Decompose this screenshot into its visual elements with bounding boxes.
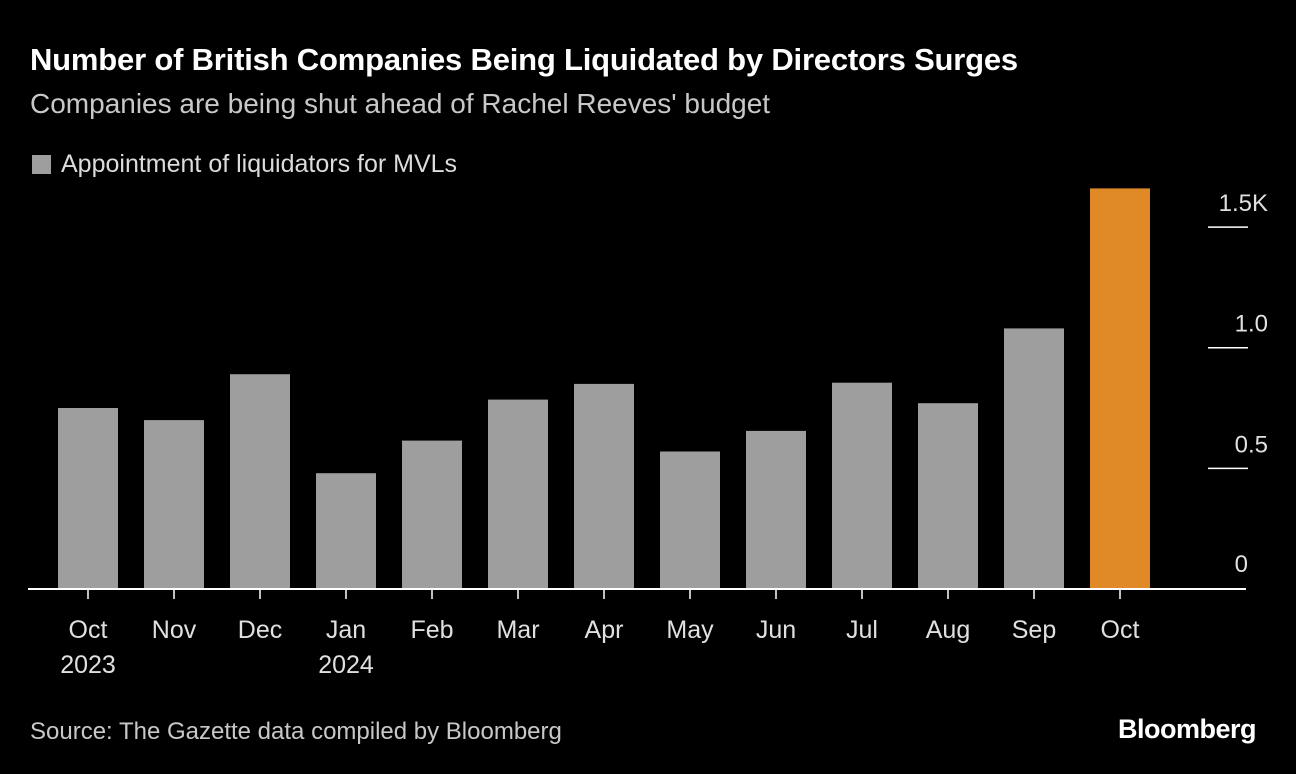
bar-2 xyxy=(144,420,204,589)
source-note: Source: The Gazette data compiled by Blo… xyxy=(30,718,562,745)
bloomberg-logo: Bloomberg xyxy=(1117,714,1257,744)
x-tick-label: Mar xyxy=(496,616,539,644)
bar-4 xyxy=(316,473,376,589)
y-tick-label: 1.5K xyxy=(1219,190,1268,217)
x-tick-label: Jul xyxy=(846,616,878,644)
bar-9 xyxy=(746,430,806,589)
x-tick-label: May xyxy=(666,616,714,644)
bar-8 xyxy=(660,451,720,589)
x-tick-label: Feb xyxy=(410,616,453,644)
bar-11 xyxy=(918,403,978,589)
legend: Appointment of liquidators for MVLs xyxy=(32,150,457,179)
bar-1 xyxy=(58,408,118,589)
x-tick-label: Jun xyxy=(756,616,796,644)
bar-13 xyxy=(1090,188,1150,589)
y-tick-label: 1.0 xyxy=(1235,311,1268,338)
legend-label: Appointment of liquidators for MVLs xyxy=(61,150,458,178)
x-tick-label: Jan xyxy=(326,616,366,644)
x-tick-label: Apr xyxy=(585,616,624,644)
chart-title: Number of British Companies Being Liquid… xyxy=(30,42,1018,77)
y-tick-label: 0.5 xyxy=(1235,431,1268,458)
x-tick-label: Oct xyxy=(69,616,108,644)
bar-7 xyxy=(574,383,634,589)
bar-6 xyxy=(488,399,548,589)
x-tick-sublabel: 2024 xyxy=(318,651,374,679)
x-tick-label: Aug xyxy=(926,616,970,644)
bar-10 xyxy=(832,382,892,589)
x-tick-label: Oct xyxy=(1101,616,1140,644)
chart-subtitle: Companies are being shut ahead of Rachel… xyxy=(30,88,771,119)
x-tick-label: Nov xyxy=(152,616,197,644)
legend-swatch xyxy=(32,155,51,174)
x-tick-label: Sep xyxy=(1012,616,1056,644)
x-tick-label: Dec xyxy=(238,616,282,644)
bar-5 xyxy=(402,440,462,589)
bar-3 xyxy=(230,374,290,589)
y-tick-label: 0 xyxy=(1235,551,1248,578)
bar-12 xyxy=(1004,328,1064,589)
x-tick-sublabel: 2023 xyxy=(60,651,116,679)
